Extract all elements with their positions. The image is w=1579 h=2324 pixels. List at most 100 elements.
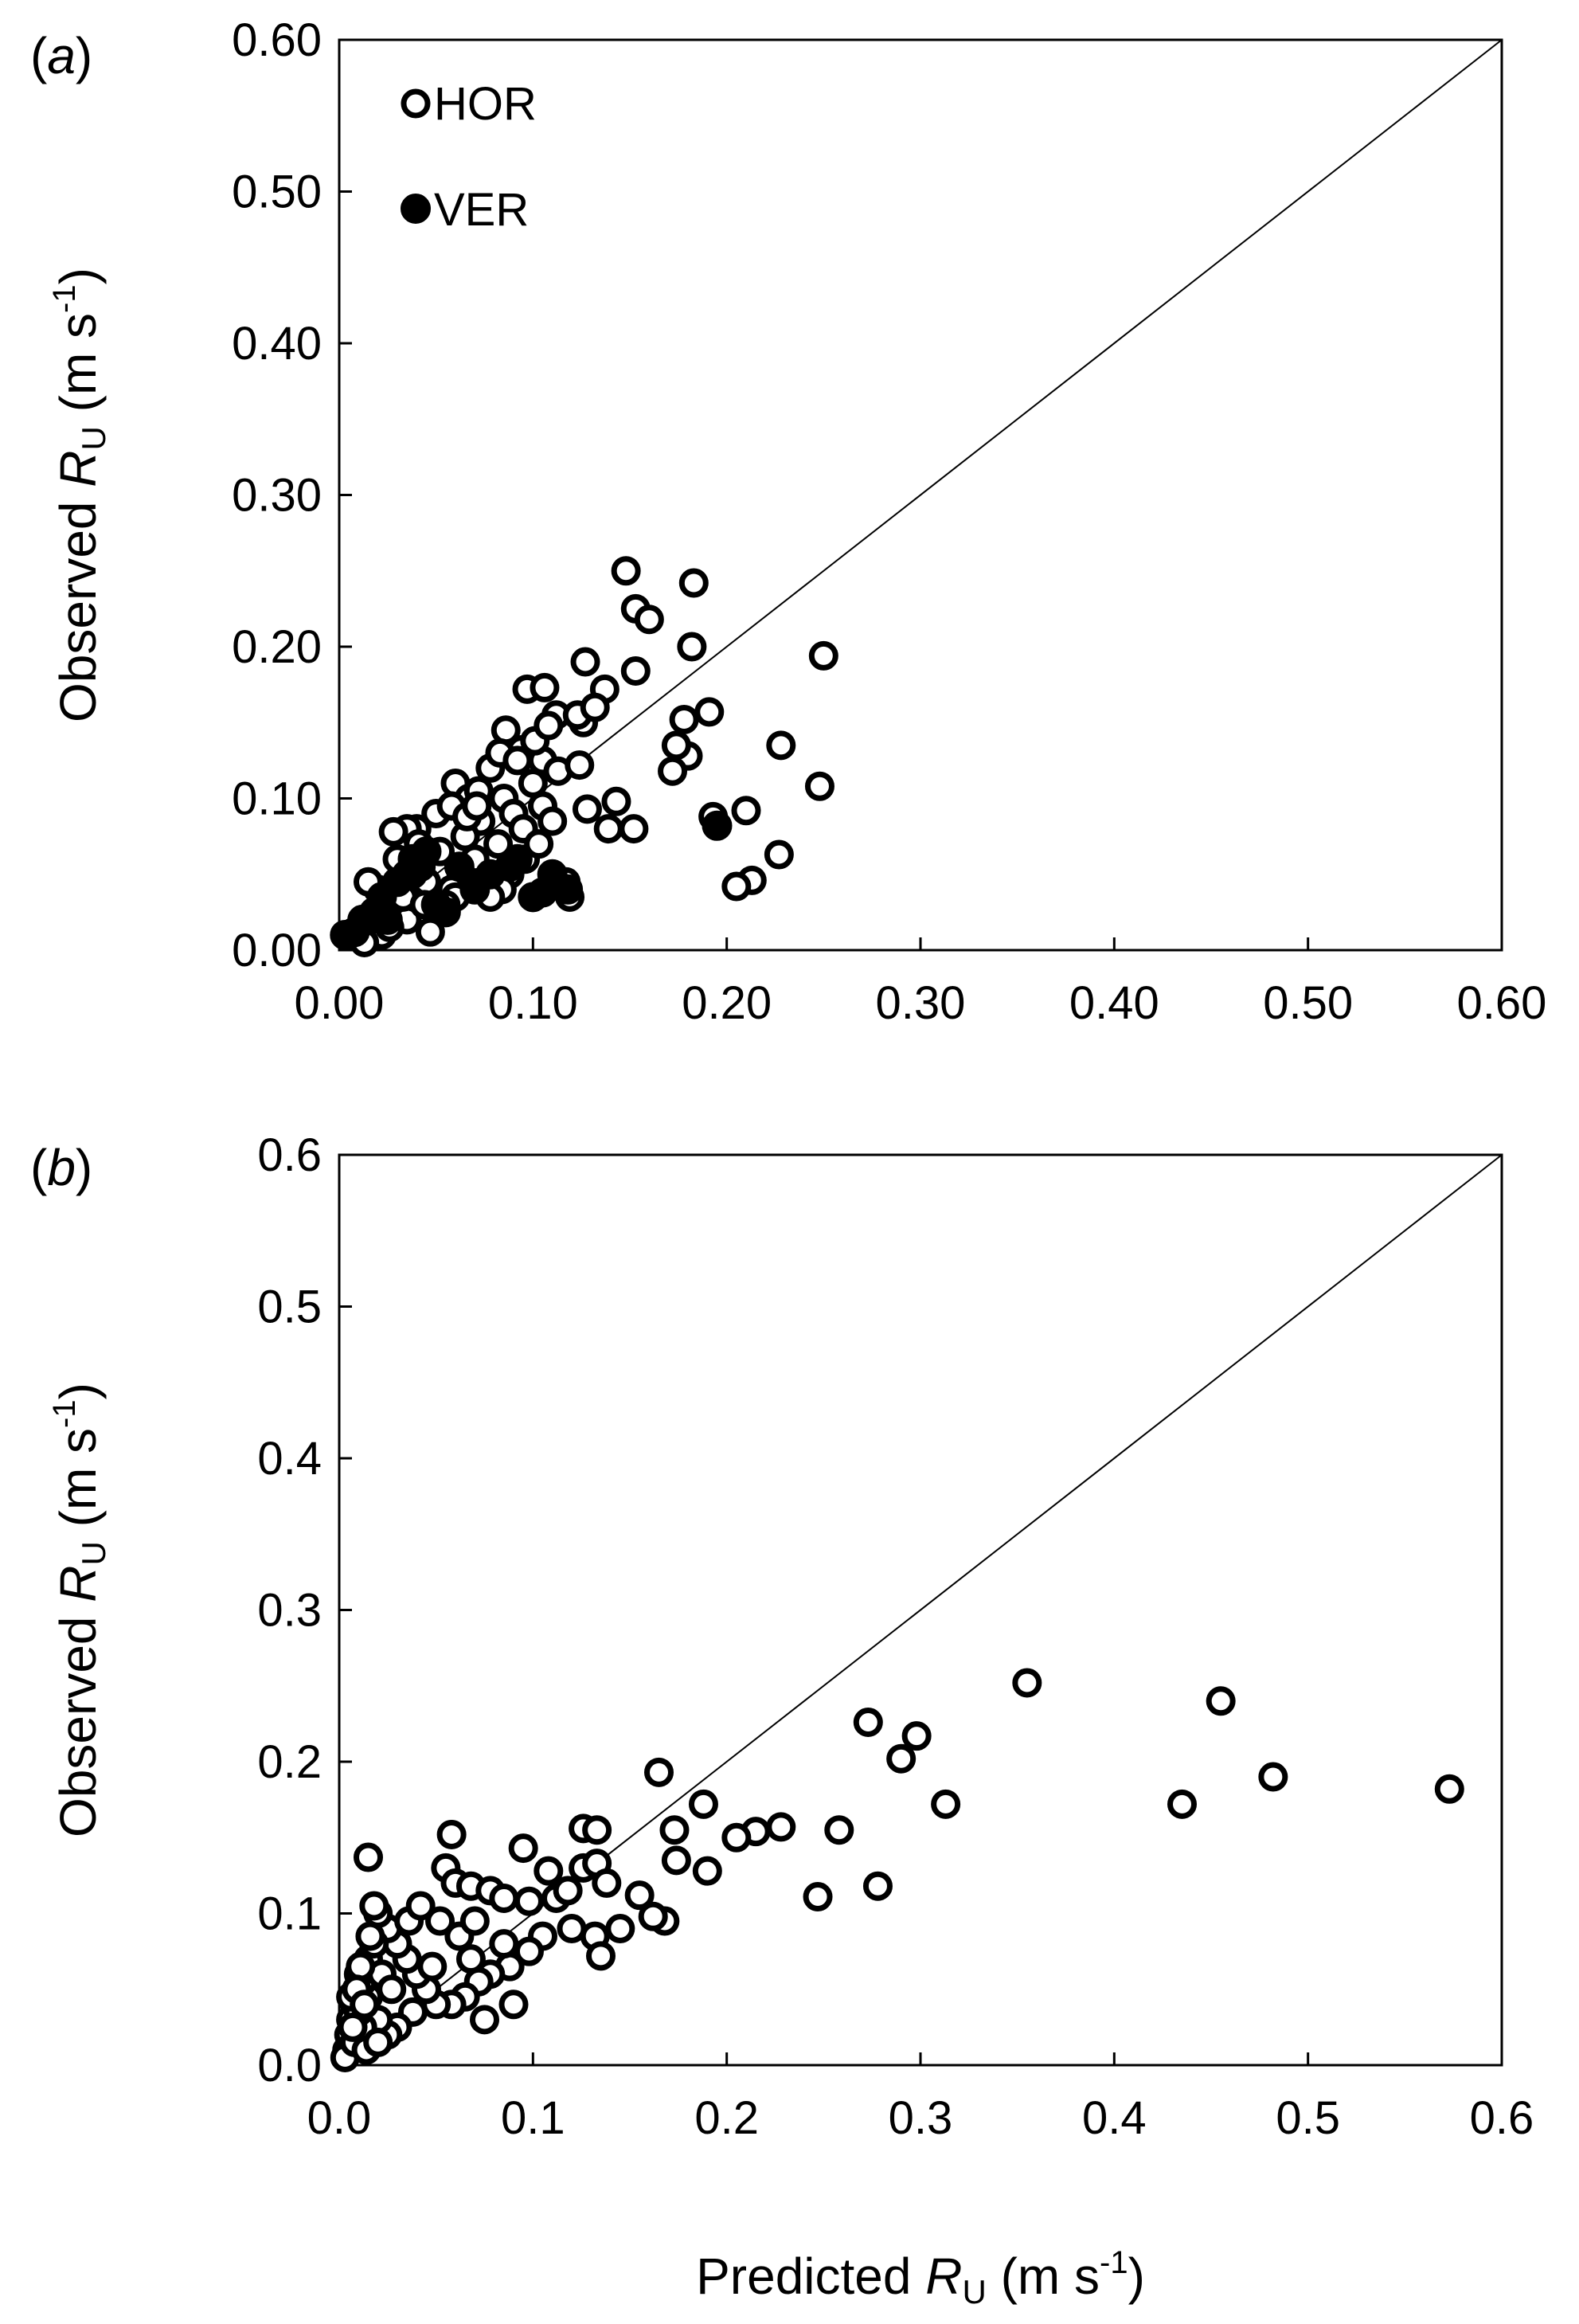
data-point [901,1721,932,1751]
one-to-one-line-b [338,1154,1503,2066]
data-point [592,1868,622,1898]
y-tick-label: 0.60 [232,14,322,66]
y-tick-label: 0.50 [232,166,322,218]
data-point-hor [669,704,699,734]
data-point [586,1941,616,1971]
data-point-hor [721,871,752,902]
data-point [363,2027,393,2057]
data-point-ver [444,851,475,882]
data-point [498,1989,529,2020]
data-point-hor [601,786,631,816]
y-tick-label: 0.40 [232,318,322,370]
data-point [1012,1668,1042,1698]
data-point-hor [634,604,664,635]
x-tick-label: 0.2 [694,2092,759,2144]
data-point-hor [658,756,688,786]
data-point [377,1974,407,2005]
y-tick-label: 0.1 [257,1888,322,1940]
data-point [1167,1789,1197,1819]
data-point [459,1906,490,1936]
data-point-hor [580,692,610,722]
data-point [425,1906,455,1936]
data-point-hor [678,568,709,598]
data-point [644,1757,674,1787]
y-axis-title-b: Observed RU (m s-1) [47,1383,112,1837]
data-point [514,1886,544,1916]
panel-b: (b) 0.00.10.20.30.40.50.6 0.0 0.1 0.2 0.3 0.… [30,1129,1534,2310]
x-tick-label: 0.3 [889,2092,953,2144]
data-point-hor [483,829,514,859]
y-axis-ticks-b: 0.0 0.1 0.2 0.3 0.4 0.5 0.6 [257,1129,352,2091]
x-tick-label: 0.40 [1069,977,1159,1029]
data-point-ver [553,874,584,905]
data-point [355,1921,385,1951]
data-point [508,1833,538,1864]
data-point-hor [572,794,602,824]
panel-label-b: (b) [30,1139,92,1196]
data-point [661,1845,691,1876]
data-point [862,1871,893,1901]
data-point [688,1789,718,1819]
data-point [359,1891,389,1921]
y-tick-label: 0.4 [257,1433,322,1485]
data-point [346,1951,376,1982]
data-point-hor [565,750,595,781]
data-point-hor [530,672,560,702]
legend-label-hor: HOR [434,78,537,130]
x-axis-title-b: Predicted RU (m s-1) [696,2245,1145,2310]
data-point-hor [415,917,445,947]
y-tick-label: 0.5 [257,1281,322,1333]
data-point [354,1842,383,1872]
data-point [417,1951,448,1982]
data-point [692,1856,722,1886]
data-point-ver [502,843,533,874]
y-tick-label: 0.00 [232,925,322,976]
data-point [659,1815,690,1845]
data-point-hor [502,745,533,776]
data-point-hor [611,556,641,586]
data-point [553,1876,583,1906]
data-point [350,1989,380,2020]
x-tick-label: 0.0 [307,2092,372,2144]
data-point [1434,1774,1464,1804]
x-tick-label: 0.10 [488,977,578,1029]
data-point-hor [570,647,600,677]
data-point-hor [620,655,651,686]
data-point-hor [694,697,725,727]
data-point [803,1882,833,1912]
data-point [721,1822,752,1853]
data-point-hor [593,814,623,844]
data-point [489,1883,519,1913]
data-point [605,1914,635,1944]
data-point [931,1789,961,1819]
x-axis-ticks-a: 0.00 0.10 0.20 0.30 0.40 0.50 0.60 [295,937,1546,1029]
y-tick-label: 0.10 [232,773,322,825]
data-point [405,1891,436,1921]
x-axis-ticks-b: 0.0 0.1 0.2 0.3 0.4 0.5 0.6 [307,2052,1534,2144]
x-tick-label: 0.50 [1263,977,1353,1029]
data-point [436,1819,467,1849]
data-point [338,2012,368,2042]
data-points-a [330,556,838,957]
data-point [766,1812,796,1842]
data-point-hor [537,806,568,836]
data-point-hor [619,814,649,844]
data-point [557,1914,587,1944]
y-axis-title-a: Observed RU (m s-1) [47,268,112,722]
legend: HOR VER [401,78,537,236]
data-point-hor [804,771,834,801]
data-point-ver [430,897,461,928]
y-tick-label: 0.6 [257,1129,322,1181]
data-point-ver [411,836,442,867]
y-axis-ticks-a: 0.00 0.10 0.20 0.30 0.40 0.50 0.60 [232,14,352,976]
legend-marker-ver [401,194,431,224]
data-point [824,1815,854,1845]
data-point [470,2005,499,2035]
x-tick-label: 0.30 [876,977,966,1029]
x-tick-label: 0.20 [682,977,772,1029]
data-point-hor [378,816,408,847]
data-point-hor [677,632,707,662]
y-tick-label: 0.30 [232,470,322,522]
data-point [489,1929,519,1959]
